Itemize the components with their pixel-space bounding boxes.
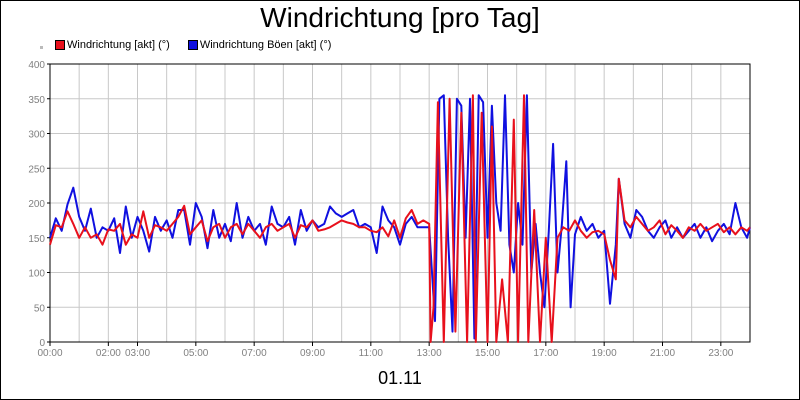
y-tick-label: 300 — [28, 130, 45, 141]
x-tick-label: 19:00 — [592, 348, 617, 359]
series-line-0 — [49, 94, 751, 343]
plot-border — [49, 63, 751, 343]
x-tick-label: 03:00 — [125, 348, 150, 359]
x-tick-label: 02:00 — [96, 348, 121, 359]
x-tick-label: 21:00 — [650, 348, 675, 359]
x-axis-label: 01.11 — [378, 368, 422, 388]
legend-label: Windrichtung [akt] (°) — [67, 39, 170, 51]
series-line-1 — [49, 94, 751, 340]
y-tick-label: 350 — [28, 95, 45, 106]
x-tick-label: 09:00 — [300, 348, 325, 359]
legend-label: Windrichtung Böen [akt] (°) — [199, 39, 332, 51]
x-tick-label: 11:00 — [359, 348, 384, 359]
legend-item-gust-direction: Windrichtung Böen [akt] (°) — [187, 39, 332, 51]
x-tick-label: 15:00 — [475, 348, 500, 359]
legend-swatch-red — [55, 40, 65, 50]
y-tick-label: 400 — [28, 60, 45, 71]
x-tick-label: 23:00 — [708, 348, 733, 359]
legend-item-wind-direction: Windrichtung [akt] (°) — [55, 39, 170, 51]
chart-title: Windrichtung [pro Tag] — [260, 2, 540, 33]
y-tick-label: 100 — [28, 269, 45, 280]
x-tick-label: 00:00 — [37, 348, 62, 359]
y-tick-label: 0 — [39, 338, 45, 349]
chart-legend: Windrichtung [akt] (°) Windrichtung Böen… — [40, 38, 349, 52]
legend-swatch-blue — [187, 40, 198, 50]
x-tick-label: 05:00 — [183, 348, 208, 359]
y-tick-label: 250 — [28, 164, 45, 175]
y-tick-label: 50 — [34, 303, 46, 314]
y-tick-label: 200 — [28, 199, 45, 210]
legend-marker — [40, 45, 43, 49]
x-tick-label: 07:00 — [242, 348, 267, 359]
x-tick-label: 17:00 — [533, 348, 558, 359]
y-tick-label: 150 — [28, 234, 45, 245]
x-tick-label: 13:00 — [417, 348, 442, 359]
